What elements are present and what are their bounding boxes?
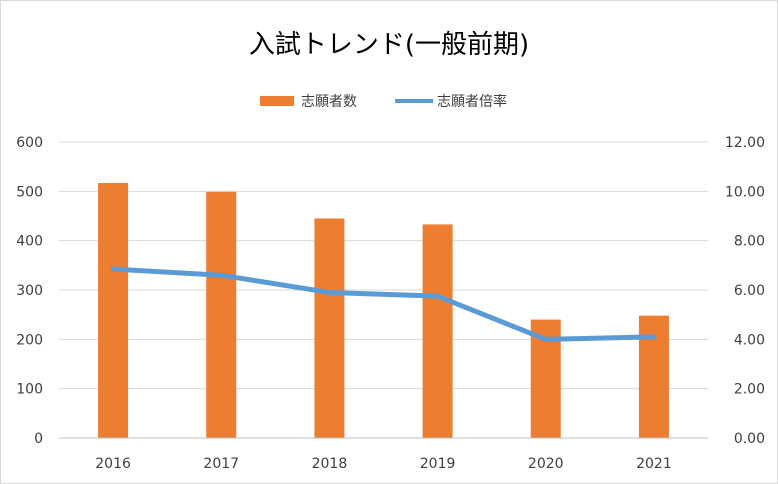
bar [422,224,453,438]
bar [638,315,669,438]
line-series [110,266,657,342]
legend-swatch-applicants [260,96,294,106]
y2-tick-label: 12.00 [725,135,765,151]
y2-tick-label: 10.00 [725,184,765,200]
y-tick-label: 200 [16,332,43,348]
ratio-line [110,266,657,342]
legend-label-ratio: 志願者倍率 [437,93,507,110]
axes: 0 100 200 300 400 500 600 0.00 2.00 4.00 6.00 8.00 1… [16,135,765,472]
y2-tick-label: 4.00 [734,332,765,348]
x-tick-label: 2019 [420,456,456,472]
y-tick-label: 0 [34,431,43,447]
x-tick-label: 2016 [95,456,131,472]
bar [314,218,345,438]
y-tick-label: 600 [16,135,43,151]
y2-tick-label: 8.00 [734,234,765,250]
y-tick-label: 400 [16,234,43,250]
bar [98,182,129,438]
chart-title: 入試トレンド(一般前期) [249,30,529,60]
bar-series [98,182,669,438]
x-tick-label: 2018 [312,456,348,472]
x-tick-label: 2021 [636,456,672,472]
gridlines [59,141,708,390]
y-tick-label: 500 [16,184,43,200]
y2-tick-label: 2.00 [734,382,765,398]
y-tick-label: 300 [16,283,43,299]
x-tick-label: 2017 [203,456,239,472]
y2-tick-label: 6.00 [734,283,765,299]
y-tick-label: 100 [16,382,43,398]
legend: 志願者数 志願者倍率 [260,93,507,110]
y2-tick-label: 0.00 [734,431,765,447]
x-tick-label: 2020 [528,456,564,472]
legend-label-applicants: 志願者数 [301,94,357,110]
bar [206,191,237,438]
